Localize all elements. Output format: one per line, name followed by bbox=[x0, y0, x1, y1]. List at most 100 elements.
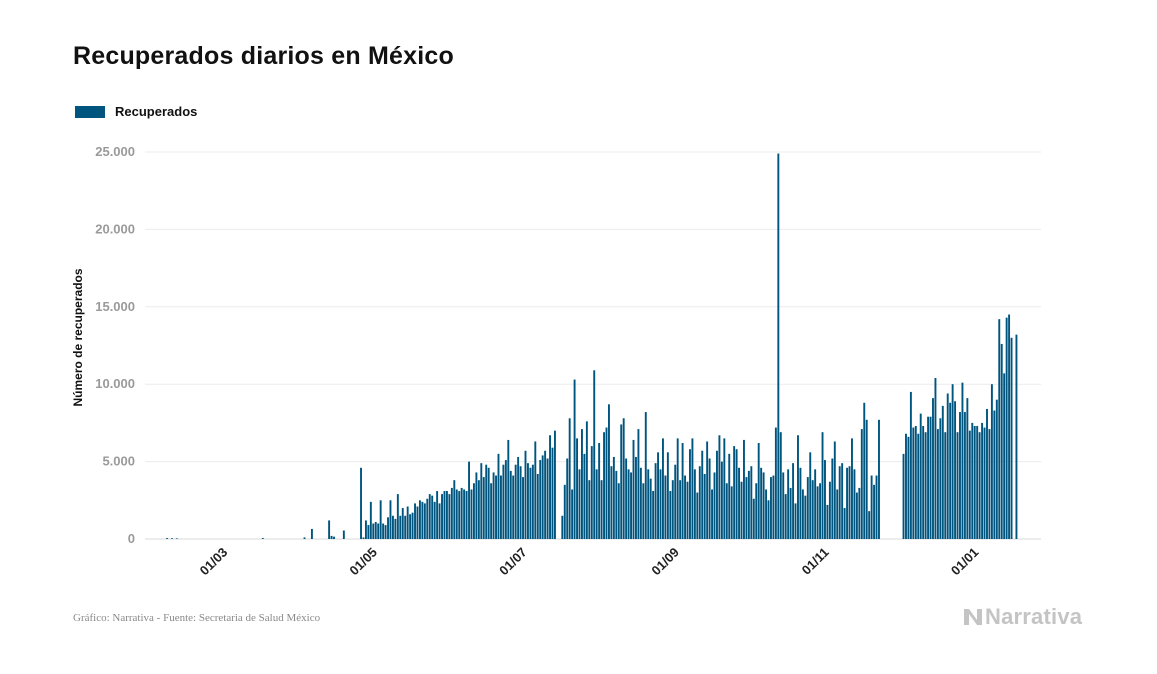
bar bbox=[819, 483, 822, 539]
bar bbox=[544, 450, 547, 539]
bar bbox=[549, 435, 551, 539]
bar bbox=[443, 491, 446, 539]
bar bbox=[399, 515, 402, 539]
bar bbox=[733, 446, 736, 539]
bar bbox=[465, 491, 468, 539]
bar bbox=[738, 467, 741, 539]
chart-title: Recuperados diarios en México bbox=[73, 42, 454, 70]
bar bbox=[512, 475, 515, 539]
bar bbox=[468, 461, 470, 539]
bar bbox=[762, 472, 765, 539]
bar bbox=[414, 503, 416, 539]
bar bbox=[333, 536, 335, 539]
bar bbox=[409, 514, 412, 539]
bar bbox=[730, 486, 733, 539]
bar bbox=[828, 481, 831, 539]
bar bbox=[612, 456, 615, 539]
bar bbox=[990, 384, 993, 539]
legend-label: Recuperados bbox=[115, 104, 198, 119]
bar bbox=[436, 491, 439, 539]
bar bbox=[541, 455, 544, 539]
bar bbox=[689, 449, 691, 539]
bar bbox=[983, 427, 986, 539]
y-tick-label: 25.000 bbox=[95, 144, 135, 159]
bar bbox=[342, 530, 345, 539]
bar bbox=[679, 480, 682, 539]
bar bbox=[814, 469, 817, 539]
bar bbox=[826, 504, 829, 539]
bar bbox=[858, 487, 861, 539]
bar bbox=[394, 518, 397, 539]
bar bbox=[843, 508, 846, 539]
bar bbox=[752, 498, 755, 539]
bar bbox=[698, 466, 701, 539]
bar bbox=[941, 405, 944, 539]
bar bbox=[171, 538, 173, 539]
bar bbox=[838, 466, 841, 539]
bar bbox=[824, 460, 826, 539]
bar bbox=[863, 402, 866, 539]
bar bbox=[455, 489, 458, 539]
bar bbox=[377, 523, 380, 539]
bar bbox=[767, 500, 770, 539]
bar bbox=[583, 453, 586, 539]
bar bbox=[765, 489, 768, 539]
bar bbox=[647, 469, 650, 539]
bar bbox=[438, 503, 441, 539]
bar bbox=[384, 525, 387, 539]
bar bbox=[463, 489, 466, 539]
bar bbox=[978, 432, 981, 539]
bar bbox=[691, 438, 694, 539]
bar bbox=[909, 391, 912, 539]
bar bbox=[804, 495, 807, 539]
bar bbox=[919, 413, 922, 539]
bar bbox=[674, 464, 677, 539]
bar bbox=[391, 515, 394, 539]
source-footer: Gráfico: Narrativa - Fuente: Secretaria … bbox=[73, 612, 321, 624]
bar bbox=[566, 458, 569, 539]
bar bbox=[608, 404, 610, 539]
legend-swatch bbox=[75, 105, 105, 118]
bar bbox=[401, 508, 404, 539]
bar bbox=[747, 470, 750, 539]
bar bbox=[470, 489, 473, 539]
bar bbox=[801, 489, 804, 539]
bar bbox=[720, 461, 723, 539]
bar-chart: 0 5.000 10.000 15.000 20.000 25.000 Número de … bbox=[71, 144, 1041, 578]
bar bbox=[711, 489, 714, 539]
bar bbox=[563, 484, 566, 539]
bar bbox=[770, 477, 772, 539]
bar bbox=[968, 430, 971, 539]
bar bbox=[581, 429, 583, 539]
bar bbox=[330, 535, 333, 539]
bar bbox=[664, 475, 667, 539]
bar bbox=[622, 418, 625, 539]
bar bbox=[480, 463, 483, 539]
bar bbox=[372, 523, 375, 539]
bar bbox=[743, 439, 745, 539]
bar bbox=[669, 491, 672, 539]
bar bbox=[517, 456, 520, 539]
bar bbox=[836, 489, 839, 539]
bar bbox=[578, 469, 581, 539]
bar bbox=[934, 378, 937, 539]
bar bbox=[428, 494, 431, 539]
bar bbox=[951, 384, 954, 539]
bar bbox=[529, 467, 532, 539]
bar bbox=[816, 486, 819, 539]
bar bbox=[912, 427, 915, 539]
bar bbox=[774, 427, 777, 539]
bar bbox=[855, 492, 858, 539]
bar bbox=[927, 416, 930, 539]
bar bbox=[627, 469, 630, 539]
bar bbox=[959, 412, 961, 539]
bar bbox=[593, 370, 596, 539]
bar bbox=[328, 520, 331, 539]
bar bbox=[568, 418, 571, 539]
bar bbox=[956, 432, 959, 539]
bar bbox=[799, 467, 802, 539]
bar bbox=[671, 480, 674, 539]
bar bbox=[460, 487, 463, 539]
bar bbox=[831, 458, 834, 539]
bar bbox=[595, 469, 598, 539]
